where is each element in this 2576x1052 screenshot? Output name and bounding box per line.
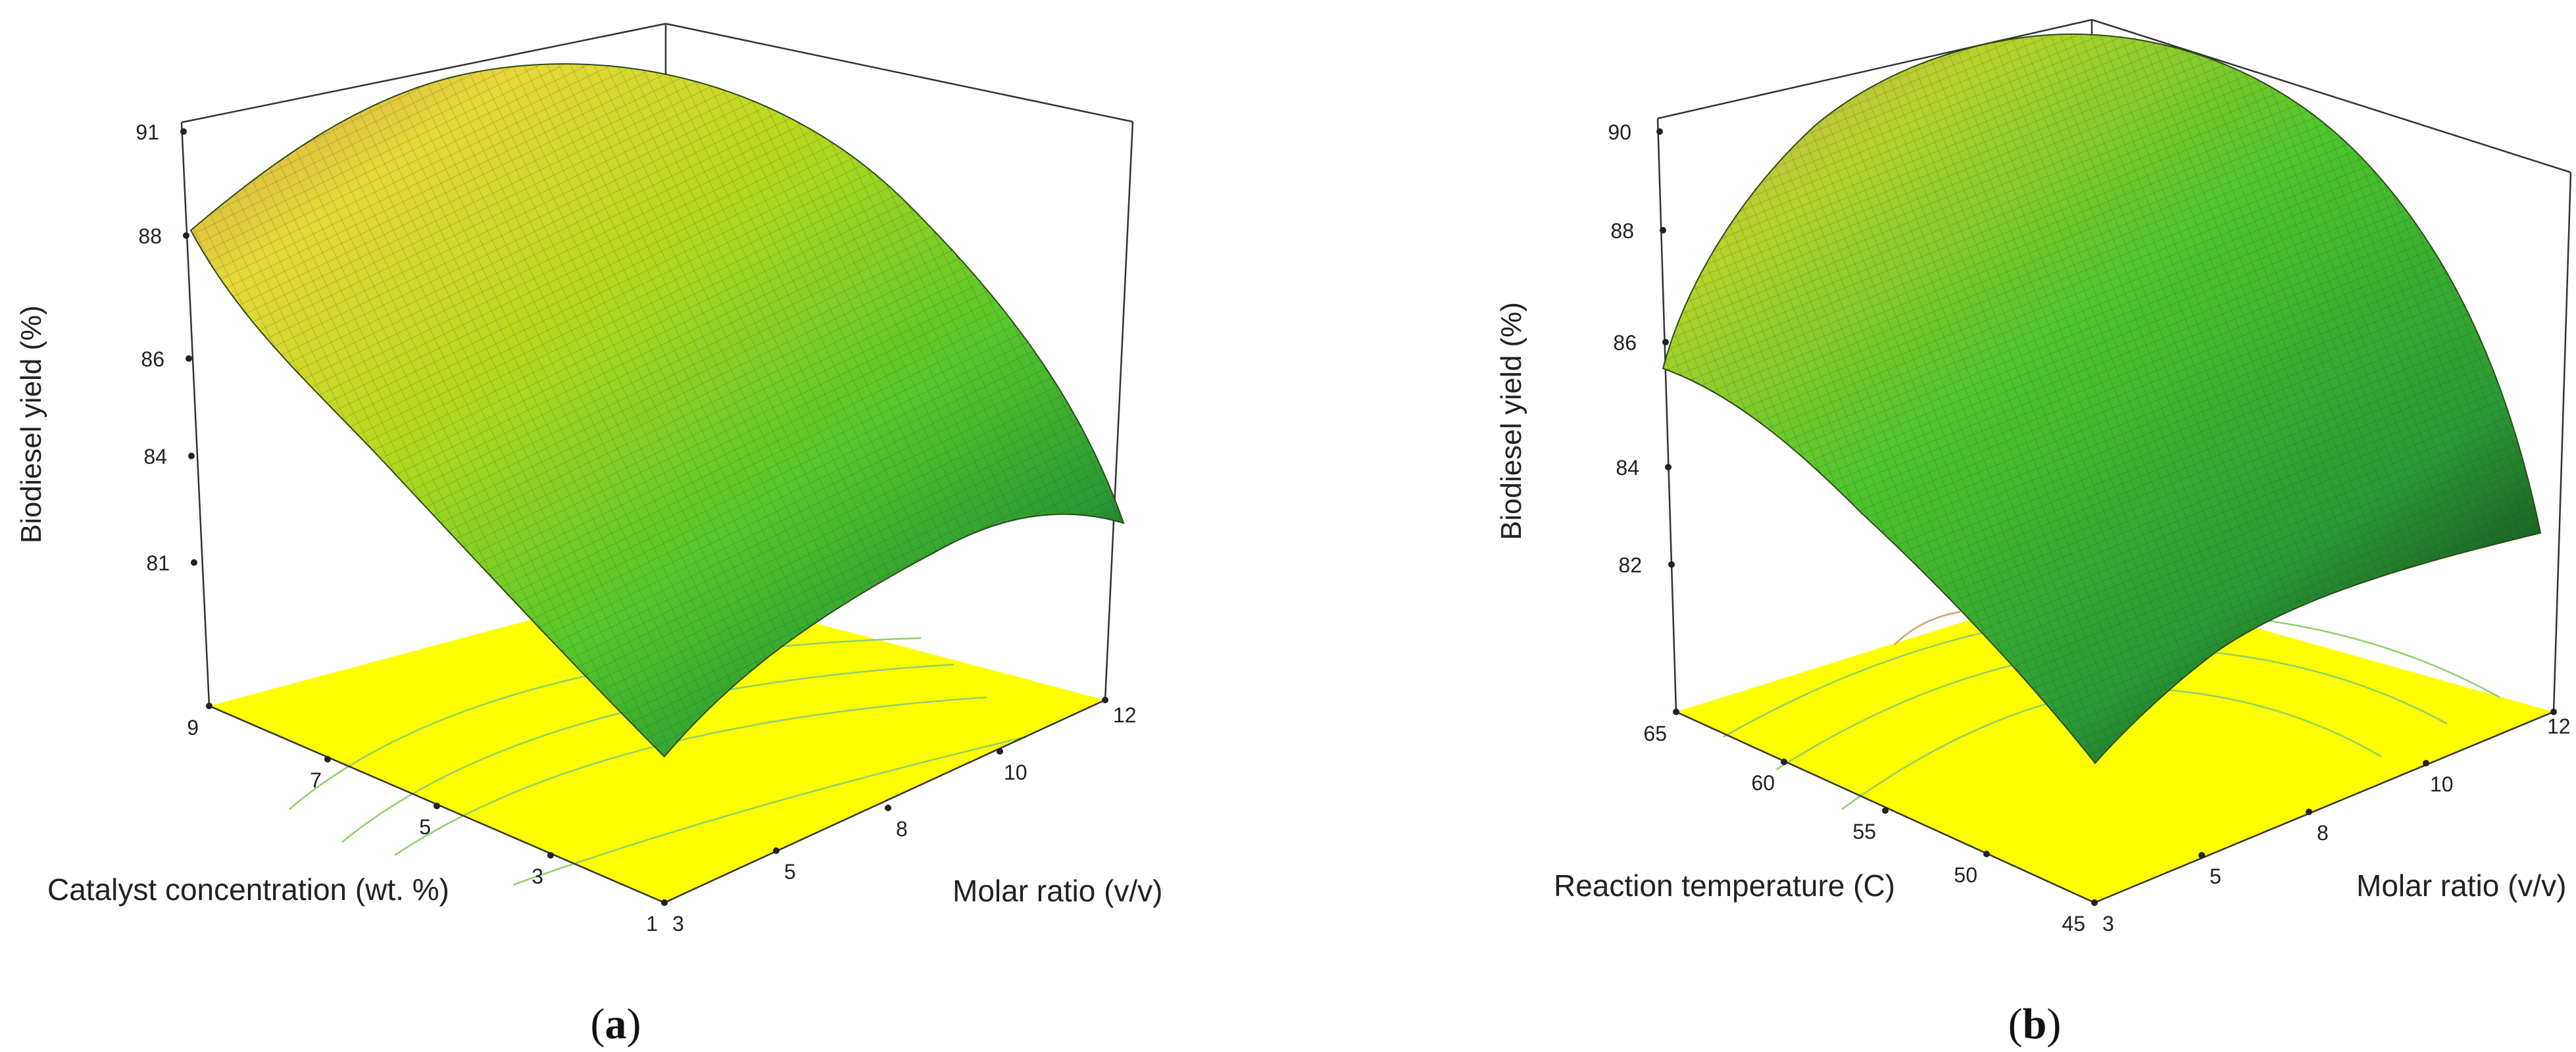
y-axis-tick-labels: 3 5 8 10 12 bbox=[2102, 714, 2571, 936]
y-tick-label: 10 bbox=[2430, 772, 2454, 796]
x-tick-label: 5 bbox=[419, 815, 431, 839]
z-axis-tick-labels: 82 84 86 88 90 bbox=[1608, 120, 1642, 577]
caption-letter: b bbox=[2023, 1000, 2047, 1048]
caption-letter: a bbox=[605, 1000, 627, 1048]
panel-b: 82 84 86 88 90 Biodiesel yield (%) 45 50… bbox=[1495, 18, 2572, 1048]
x-axis-label: Reaction temperature (C) bbox=[1554, 868, 1895, 903]
y-tick-label: 5 bbox=[2210, 864, 2221, 888]
y-axis-label: Molar ratio (v/v) bbox=[953, 874, 1162, 908]
z-tick-label: 86 bbox=[1613, 331, 1637, 355]
z-tick-label: 84 bbox=[143, 445, 167, 468]
y-tick-label: 3 bbox=[672, 912, 684, 936]
z-tick-label: 88 bbox=[1610, 219, 1634, 243]
y-tick-label: 8 bbox=[2317, 821, 2329, 845]
z-tick-label: 86 bbox=[141, 347, 164, 371]
x-axis-tick-labels: 45 50 55 60 65 bbox=[1643, 722, 2085, 936]
z-tick-label: 81 bbox=[146, 551, 170, 575]
y-tick-label: 8 bbox=[896, 817, 908, 841]
x-tick-label: 65 bbox=[1643, 722, 1667, 745]
x-tick-label: 60 bbox=[1751, 771, 1775, 795]
surface-mesh bbox=[191, 64, 1124, 757]
y-axis-ticks bbox=[661, 697, 1108, 906]
x-tick-label: 3 bbox=[532, 864, 543, 888]
x-tick-label: 55 bbox=[1852, 820, 1876, 843]
panel-caption-b: (b) bbox=[2008, 1000, 2062, 1048]
y-axis-tick-labels: 3 5 8 10 12 bbox=[672, 703, 1137, 936]
z-tick-label: 82 bbox=[1618, 553, 1642, 577]
z-axis-label: Biodiesel yield (%) bbox=[15, 305, 47, 543]
z-axis-label: Biodiesel yield (%) bbox=[1495, 302, 1527, 540]
surface-mesh bbox=[1663, 34, 2540, 763]
y-axis-ticks bbox=[2091, 709, 2557, 906]
z-axis-ticks bbox=[1656, 128, 1675, 568]
x-tick-label: 1 bbox=[646, 912, 658, 936]
x-tick-label: 45 bbox=[2062, 912, 2085, 936]
x-tick-label: 7 bbox=[310, 768, 322, 792]
panel-caption-a: (a) bbox=[591, 1000, 641, 1048]
y-tick-label: 5 bbox=[784, 860, 796, 884]
panel-a: 81 84 86 88 91 Biodiesel yield (%) 1 3 5… bbox=[15, 22, 1162, 1048]
y-axis-label: Molar ratio (v/v) bbox=[2356, 868, 2566, 903]
y-tick-label: 12 bbox=[1113, 703, 1137, 727]
x-axis-label: Catalyst concentration (wt. %) bbox=[47, 872, 449, 907]
x-axis-tick-labels: 1 3 5 7 9 bbox=[187, 716, 658, 936]
z-tick-label: 88 bbox=[138, 224, 162, 248]
z-axis-ticks bbox=[180, 128, 197, 566]
y-tick-label: 12 bbox=[2547, 714, 2571, 738]
x-tick-label: 50 bbox=[1954, 863, 1977, 887]
x-tick-label: 9 bbox=[187, 716, 199, 739]
z-tick-label: 91 bbox=[136, 120, 159, 144]
y-tick-label: 3 bbox=[2102, 912, 2114, 936]
z-tick-label: 84 bbox=[1616, 456, 1639, 480]
z-tick-label: 90 bbox=[1608, 120, 1631, 144]
y-tick-label: 10 bbox=[1004, 761, 1028, 784]
z-axis-tick-labels: 81 84 86 88 91 bbox=[136, 120, 170, 575]
